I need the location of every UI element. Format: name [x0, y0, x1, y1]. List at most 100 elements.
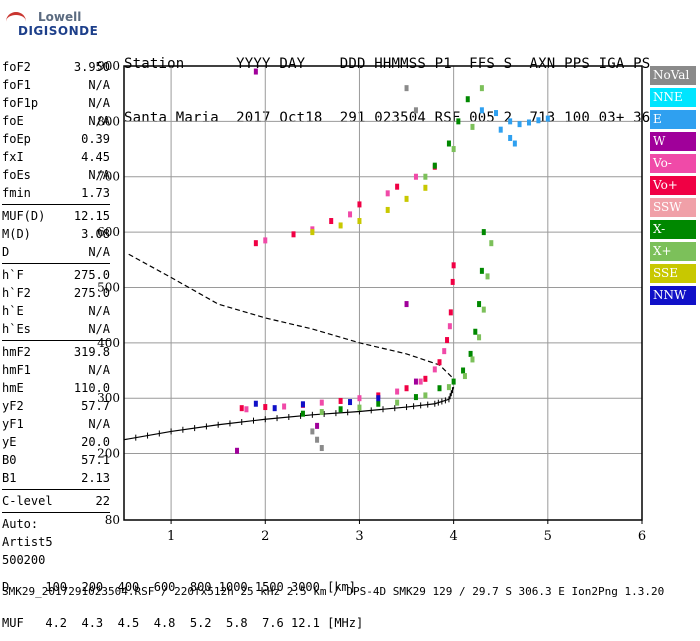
auto-line: 500200	[2, 553, 46, 567]
echo-point	[437, 385, 442, 392]
param-row: yE 20.0	[2, 433, 110, 451]
y-tick-label: 300	[97, 391, 120, 405]
echo-point	[404, 85, 409, 92]
dashed-profile-line	[128, 253, 455, 380]
param-row: yF1 N/A	[2, 415, 110, 433]
echo-point	[451, 146, 456, 153]
legend-item: SSW	[650, 198, 696, 217]
y-tick-label: 800	[97, 114, 120, 128]
echo-point	[481, 229, 486, 236]
echo-point	[291, 231, 296, 238]
param-row: h`E N/A	[2, 302, 110, 320]
echo-point	[446, 140, 451, 147]
echo-point	[244, 406, 249, 413]
x-tick-label: 6	[638, 529, 646, 544]
echo-point	[448, 309, 453, 316]
echo-point	[282, 403, 287, 410]
y-tick-label: 400	[97, 336, 120, 350]
legend-item: NoVal	[650, 66, 696, 85]
param-value: N/A	[88, 245, 110, 259]
ionospheric-parameters: foF2 3.950 foF1 N/A foF1p N/A foE N/A foEp 0.39 fx…	[2, 58, 110, 569]
echo-point	[404, 385, 409, 392]
echo-point	[253, 240, 258, 247]
y-tick-label: 200	[97, 447, 120, 461]
legend-item: X+	[650, 242, 696, 261]
echo-point	[494, 110, 499, 117]
echo-point	[437, 359, 442, 366]
x-tick-label: 1	[167, 529, 175, 544]
echo-point	[423, 392, 428, 399]
echo-point	[442, 348, 447, 355]
echo-point	[385, 206, 390, 213]
echo-point	[239, 405, 244, 412]
echo-point	[470, 123, 475, 130]
echo-point	[319, 399, 324, 406]
param-row: B1 2.13	[2, 469, 110, 487]
file-info-footer: SMK29_2017291023504.RSF / 220fx512h 25 k…	[2, 585, 665, 598]
echo-point	[432, 162, 437, 169]
param-label: foF2	[2, 60, 31, 74]
echo-point	[329, 218, 334, 225]
echo-point	[376, 395, 381, 402]
param-label: h`F2	[2, 286, 31, 300]
y-tick-label: 600	[97, 225, 120, 239]
auto-line: Artist5	[2, 535, 53, 549]
param-value: N/A	[88, 304, 110, 318]
param-row: foF1p N/A	[2, 94, 110, 112]
legend-item: NNW	[650, 286, 696, 305]
param-value: 0.39	[81, 132, 110, 146]
x-tick-label: 3	[355, 529, 363, 544]
legend-item: NNE	[650, 88, 696, 107]
echo-point	[310, 428, 315, 435]
echo-point	[235, 447, 240, 454]
muf-table: D 100 200 400 600 800 1000 1500 3000 [km…	[2, 557, 363, 641]
echo-point	[536, 117, 541, 124]
echo-point	[404, 301, 409, 308]
param-divider	[2, 340, 110, 341]
echo-point	[423, 375, 428, 382]
param-value: N/A	[88, 322, 110, 336]
echo-point	[300, 401, 305, 408]
echo-point	[477, 301, 482, 308]
echo-point	[465, 96, 470, 103]
legend-item: W	[650, 132, 696, 151]
muf-row: MUF 4.2 4.3 4.5 4.8 5.2 5.8 7.6 12.1 [MH…	[2, 616, 364, 630]
echo-point	[508, 118, 513, 125]
y-tick-label: 700	[97, 170, 120, 184]
echo-point	[477, 334, 482, 341]
echo-point	[473, 328, 478, 335]
echo-point	[376, 400, 381, 407]
echo-point	[446, 384, 451, 391]
param-divider	[2, 204, 110, 205]
legend: NoVal NNE E W Vo- Vo+ SSW X- X+ SSE NNW	[650, 66, 696, 308]
param-label: foE	[2, 114, 24, 128]
param-row: hmF1 N/A	[2, 361, 110, 379]
param-row: fxI 4.45	[2, 148, 110, 166]
echo-point	[413, 378, 418, 385]
param-value: 3.08	[81, 227, 110, 241]
logo-brand: Lowell	[38, 10, 82, 24]
echo-point	[432, 366, 437, 373]
echo-point	[272, 405, 277, 412]
echo-point	[479, 107, 484, 114]
y-tick-label: 80	[105, 513, 120, 527]
param-row: h`Es N/A	[2, 320, 110, 338]
echo-point	[470, 356, 475, 363]
echo-point	[481, 306, 486, 313]
x-tick-label: 4	[449, 529, 457, 544]
param-label: fxI	[2, 150, 24, 164]
param-label: hmE	[2, 381, 24, 395]
param-value: 22	[95, 494, 110, 508]
echo-point	[479, 267, 484, 274]
y-tick-label: 900	[97, 59, 120, 73]
echo-point	[404, 195, 409, 202]
echo-point	[253, 400, 258, 407]
echo-point	[338, 406, 343, 413]
param-label: foF1	[2, 78, 31, 92]
echo-point	[395, 183, 400, 190]
echo-point	[423, 173, 428, 180]
param-divider	[2, 263, 110, 264]
param-row: C-level 22	[2, 492, 110, 510]
echo-point	[319, 409, 324, 416]
param-value: 110.0	[73, 381, 110, 395]
